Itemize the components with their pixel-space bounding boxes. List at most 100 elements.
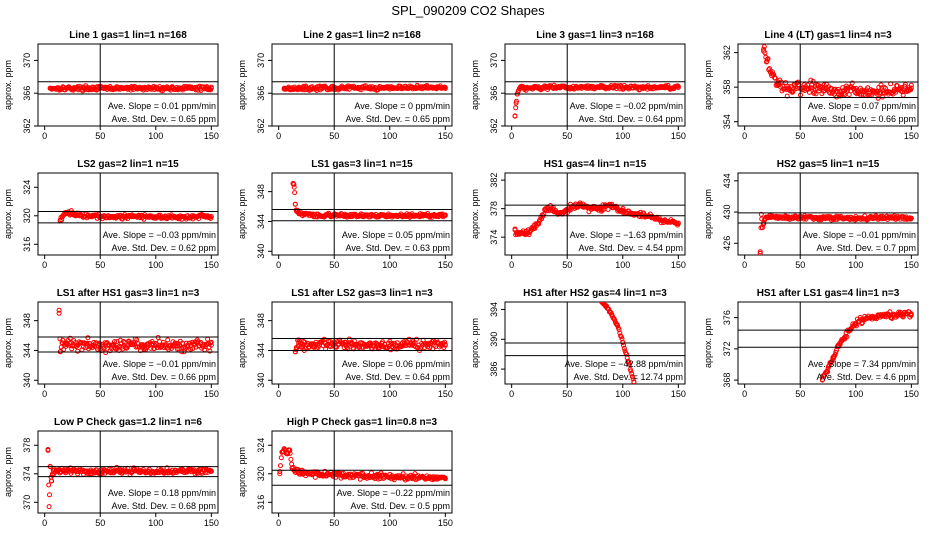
x-tick-label: 50 (795, 131, 805, 141)
y-tick-label: 324 (256, 438, 266, 453)
x-tick-label: 0 (509, 389, 514, 399)
data-point (761, 46, 767, 52)
std-dev-annotation: Ave. Std. Dev. = 0.64 ppm (579, 114, 683, 124)
y-tick-label: 370 (489, 53, 499, 68)
data-point (908, 216, 914, 222)
data-point (64, 341, 70, 347)
data-point (609, 312, 615, 318)
data-point (806, 89, 812, 95)
data-point (875, 89, 881, 94)
std-dev-annotation: Ave. Std. Dev. = 0.7 ppm (817, 243, 916, 253)
chart-panel: Line 3 gas=1 lin=3 n=168 approx. ppm 0 50 10… (470, 30, 686, 141)
panel-title: HS1 gas=4 lin=1 n=15 (544, 159, 647, 170)
data-point (620, 339, 626, 345)
x-tick-label: 0 (276, 389, 281, 399)
data-point (85, 335, 91, 341)
data-point (51, 467, 57, 473)
data-point (598, 206, 604, 212)
std-dev-annotation: Ave. Std. Dev. = 0.66 ppm (112, 372, 216, 382)
data-point (908, 82, 914, 88)
data-point (877, 89, 883, 95)
y-tick-label: 320 (256, 466, 266, 481)
data-point (908, 311, 914, 317)
data-point (772, 75, 778, 81)
data-point (291, 181, 297, 187)
y-tick-label: 320 (22, 208, 32, 223)
data-point (409, 342, 415, 348)
data-point (46, 482, 52, 488)
y-tick-label: 374 (22, 466, 32, 481)
x-tick-label: 50 (95, 260, 105, 270)
data-point (281, 446, 287, 452)
data-point (342, 342, 348, 347)
data-point (541, 211, 547, 217)
x-tick-label: 150 (904, 389, 919, 399)
plot-frame (271, 43, 453, 127)
std-dev-annotation: Ave. Std. Dev. = 0.63 ppm (346, 243, 450, 253)
data-point (886, 215, 892, 220)
x-tick-label: 50 (329, 518, 339, 528)
data-point (616, 327, 622, 333)
chart-panel: HS1 after HS2 gas=4 lin=1 n=3 approx. ppm… (470, 288, 686, 399)
data-point (278, 455, 284, 461)
data-point (142, 214, 148, 219)
x-tick-label: 100 (148, 518, 163, 528)
y-axis-label: approx. ppm (703, 318, 713, 368)
std-dev-annotation: Ave. Std. Dev. = 0.65 ppm (112, 114, 216, 124)
y-axis-label: approx. ppm (470, 189, 480, 239)
data-point (783, 80, 789, 86)
data-point (786, 87, 792, 93)
y-tick-label: 370 (256, 53, 266, 68)
data-point (442, 85, 448, 90)
slope-annotation: Ave. Slope = −0.03 ppm/min (103, 230, 216, 240)
data-point (47, 492, 52, 498)
chart-panel: LS2 gas=2 lin=1 n=15 approx. ppm 0 50 100 150… (3, 159, 219, 270)
slope-annotation: Ave. Slope = 7.34 ppm/min (808, 359, 916, 369)
data-point (47, 85, 53, 91)
data-point (518, 230, 524, 236)
data-point (64, 468, 70, 474)
x-tick-label: 150 (204, 518, 219, 528)
chart-panel: Line 4 (LT) gas=1 lin=4 n=3 approx. ppm 0 5… (703, 30, 919, 141)
data-points (47, 83, 214, 94)
x-tick-label: 100 (382, 131, 397, 141)
data-point (621, 345, 627, 351)
slope-annotation: Ave. Slope = −0.01 ppm/min (803, 230, 916, 240)
x-tick-label: 0 (42, 518, 47, 528)
data-points (761, 44, 914, 101)
data-point (277, 469, 283, 475)
data-point (56, 310, 62, 316)
x-tick-label: 50 (562, 389, 572, 399)
plot-frame (271, 301, 453, 385)
data-point (531, 85, 537, 90)
data-point (536, 221, 542, 227)
data-point (292, 349, 298, 355)
y-tick-label: 378 (489, 201, 499, 216)
data-point (442, 213, 448, 218)
y-tick-label: 348 (256, 184, 266, 199)
y-tick-label: 316 (256, 495, 266, 510)
y-axis-label: approx. ppm (3, 189, 13, 239)
chart-panel: LS1 after HS1 gas=3 lin=1 n=3 approx. ppm… (3, 288, 219, 399)
y-axis-label: approx. ppm (237, 318, 247, 368)
y-tick-label: 372 (722, 341, 732, 356)
y-tick-label: 386 (489, 362, 499, 377)
panel-title: HS1 after LS1 gas=4 lin=1 n=3 (757, 288, 900, 299)
data-point (819, 377, 825, 383)
x-tick-label: 100 (148, 389, 163, 399)
data-point (847, 326, 853, 332)
data-point (784, 93, 790, 99)
data-point (875, 313, 881, 319)
data-points (512, 200, 681, 238)
data-point (278, 463, 283, 469)
data-point (175, 214, 181, 220)
data-point (84, 340, 90, 346)
plot-frame (737, 301, 919, 385)
x-tick-label: 50 (795, 260, 805, 270)
data-point (75, 212, 81, 218)
x-tick-label: 100 (615, 131, 630, 141)
x-tick-label: 150 (204, 131, 219, 141)
data-point (59, 214, 65, 219)
data-point (831, 354, 837, 360)
y-tick-label: 362 (489, 118, 499, 133)
